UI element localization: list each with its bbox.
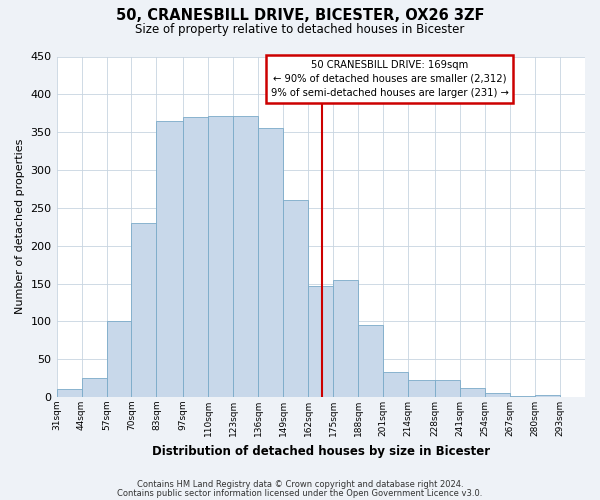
Text: Size of property relative to detached houses in Bicester: Size of property relative to detached ho…: [136, 22, 464, 36]
Bar: [333, 280, 358, 397]
Bar: [233, 116, 259, 397]
Bar: [184, 117, 208, 397]
Bar: [82, 378, 107, 397]
Bar: [308, 286, 333, 397]
Bar: [383, 372, 408, 397]
Text: Contains HM Land Registry data © Crown copyright and database right 2024.: Contains HM Land Registry data © Crown c…: [137, 480, 463, 489]
Text: 50 CRANESBILL DRIVE: 169sqm
← 90% of detached houses are smaller (2,312)
9% of s: 50 CRANESBILL DRIVE: 169sqm ← 90% of det…: [271, 60, 508, 98]
Bar: [131, 223, 157, 397]
Bar: [157, 121, 184, 397]
Bar: [510, 396, 535, 397]
Bar: [56, 390, 82, 397]
Text: 50, CRANESBILL DRIVE, BICESTER, OX26 3ZF: 50, CRANESBILL DRIVE, BICESTER, OX26 3ZF: [116, 8, 484, 22]
Bar: [358, 325, 383, 397]
Bar: [408, 380, 435, 397]
Bar: [460, 388, 485, 397]
Bar: [107, 322, 131, 397]
Bar: [283, 200, 308, 397]
Bar: [535, 394, 560, 397]
Bar: [208, 116, 233, 397]
Y-axis label: Number of detached properties: Number of detached properties: [15, 139, 25, 314]
Bar: [259, 128, 283, 397]
X-axis label: Distribution of detached houses by size in Bicester: Distribution of detached houses by size …: [152, 444, 490, 458]
Bar: [435, 380, 460, 397]
Text: Contains public sector information licensed under the Open Government Licence v3: Contains public sector information licen…: [118, 490, 482, 498]
Bar: [485, 393, 510, 397]
